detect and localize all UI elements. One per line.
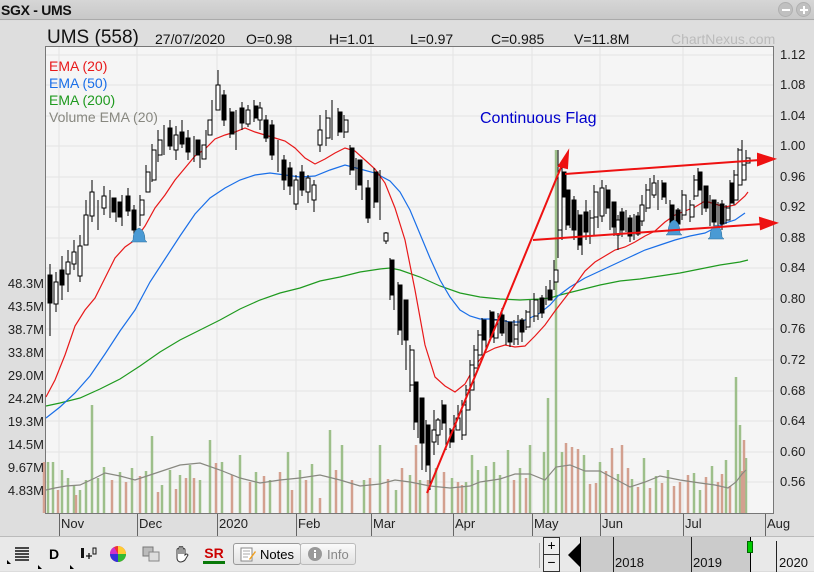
price-tick: 0.60 bbox=[780, 444, 806, 459]
open-value: O=0.98 bbox=[246, 31, 293, 47]
close-value: C=0.985 bbox=[491, 31, 545, 47]
price-tick: 1.08 bbox=[780, 77, 806, 92]
color-wheel-icon bbox=[109, 546, 126, 562]
volume-tick: 24.2M bbox=[7, 391, 44, 406]
pan-button[interactable] bbox=[172, 542, 192, 566]
volume-tick: 33.8M bbox=[7, 345, 44, 360]
support-resistance-button[interactable]: SR bbox=[203, 544, 225, 564]
month-label: Jun bbox=[602, 516, 623, 531]
color-button[interactable] bbox=[108, 542, 128, 566]
alert-bell-icons bbox=[130, 219, 725, 243]
volume-tick: 43.5M bbox=[7, 299, 44, 314]
price-tick: 0.72 bbox=[780, 352, 806, 367]
navigator-year: 2018 bbox=[615, 555, 644, 570]
legend-ema-200: EMA (200) bbox=[49, 92, 116, 108]
price-tick: 0.96 bbox=[780, 169, 806, 184]
notes-icon bbox=[240, 547, 256, 562]
navigator-zoom-out[interactable]: − bbox=[547, 554, 556, 570]
price-tick: 0.88 bbox=[780, 230, 806, 245]
price-tick: 0.84 bbox=[780, 260, 806, 275]
volume-tick: 9.67M bbox=[7, 460, 44, 475]
candlesticks bbox=[47, 70, 751, 490]
legend-ema-20: EMA (20) bbox=[49, 58, 108, 74]
ema-20-line bbox=[45, 127, 749, 398]
time-navigator[interactable]: + − 2018 2019 2020 bbox=[543, 537, 814, 572]
price-tick: 1.12 bbox=[780, 47, 806, 62]
watermark: ChartNexus.com bbox=[671, 31, 776, 47]
month-label: May bbox=[534, 516, 559, 531]
volume-tick: 4.83M bbox=[7, 483, 44, 498]
price-tick: 0.92 bbox=[780, 199, 806, 214]
symbol-label: UMS (558) bbox=[47, 27, 139, 48]
window-titlebar: SGX - UMS bbox=[0, 0, 814, 20]
month-label: Nov bbox=[61, 516, 85, 531]
volume-value: V=11.8M bbox=[574, 31, 630, 47]
windows-icon bbox=[142, 546, 160, 562]
month-label: Apr bbox=[455, 516, 476, 531]
volume-tick: 19.3M bbox=[7, 414, 44, 429]
volume-bars bbox=[42, 150, 748, 513]
volume-tick: 29.0M bbox=[7, 368, 44, 383]
price-tick: 1.00 bbox=[780, 138, 806, 153]
pattern-annotation[interactable]: Continuous Flag bbox=[480, 110, 597, 127]
chart-type-button[interactable] bbox=[7, 542, 32, 566]
zoom-out-button[interactable] bbox=[778, 2, 793, 17]
navigator-year: 2019 bbox=[693, 555, 722, 570]
navigator-zoom: + − bbox=[543, 537, 560, 572]
month-label: Feb bbox=[298, 516, 321, 531]
info-icon bbox=[308, 547, 322, 561]
volume-tick: 14.5M bbox=[7, 437, 44, 452]
price-tick: 0.80 bbox=[780, 291, 806, 306]
lines-icon bbox=[15, 547, 29, 561]
price-tick: 0.76 bbox=[780, 321, 806, 336]
price-tick: 0.64 bbox=[780, 413, 806, 428]
price-tick: 1.04 bbox=[780, 108, 806, 123]
zoom-in-button[interactable] bbox=[796, 2, 811, 17]
price-tick: 0.56 bbox=[780, 474, 806, 489]
date-label: 27/07/2020 bbox=[155, 31, 226, 47]
chart-legend: EMA (20) EMA (50) EMA (200) Volume EMA (… bbox=[49, 58, 158, 126]
navigator-track[interactable]: 2018 2019 bbox=[580, 537, 753, 572]
notes-button[interactable]: Notes bbox=[233, 543, 301, 565]
hand-icon bbox=[176, 546, 189, 563]
month-label: Aug bbox=[767, 516, 791, 531]
window-title: SGX - UMS bbox=[1, 2, 72, 18]
period-button[interactable]: D bbox=[48, 546, 60, 562]
month-label: Dec bbox=[139, 516, 163, 531]
month-label: Mar bbox=[373, 516, 396, 531]
bottom-toolbar: D SR Notes Info + − 2018 2019 202 bbox=[0, 536, 814, 572]
volume-tick: 38.7M bbox=[7, 322, 44, 337]
high-value: H=1.01 bbox=[329, 31, 375, 47]
navigator-handle[interactable] bbox=[747, 541, 753, 553]
legend-ema-50: EMA (50) bbox=[49, 75, 108, 91]
trend-arrows bbox=[426, 148, 779, 494]
price-plot[interactable] bbox=[45, 46, 774, 514]
quote-header: UMS (558) 27/07/2020 O=0.98 H=1.01 L=0.9… bbox=[0, 27, 814, 50]
add-indicator-icon bbox=[81, 547, 97, 559]
info-label: Info bbox=[327, 546, 349, 562]
navigator-left-arrow-icon[interactable] bbox=[568, 543, 580, 567]
ema-200-line bbox=[45, 259, 749, 407]
navigator-year: 2020 bbox=[779, 555, 808, 570]
price-tick: 0.68 bbox=[780, 383, 806, 398]
layout-button[interactable] bbox=[141, 542, 161, 566]
legend-volume-ema: Volume EMA (20) bbox=[49, 109, 158, 125]
navigator-zoom-in[interactable]: + bbox=[544, 538, 559, 555]
low-value: L=0.97 bbox=[410, 31, 454, 47]
ema-50-line bbox=[45, 164, 746, 419]
info-button[interactable]: Info bbox=[300, 543, 356, 565]
month-label: Jul bbox=[685, 516, 702, 531]
notes-label: Notes bbox=[260, 546, 294, 562]
volume-tick: 48.3M bbox=[7, 276, 44, 291]
month-label: 2020 bbox=[219, 516, 248, 531]
indicator-button[interactable] bbox=[78, 542, 98, 566]
